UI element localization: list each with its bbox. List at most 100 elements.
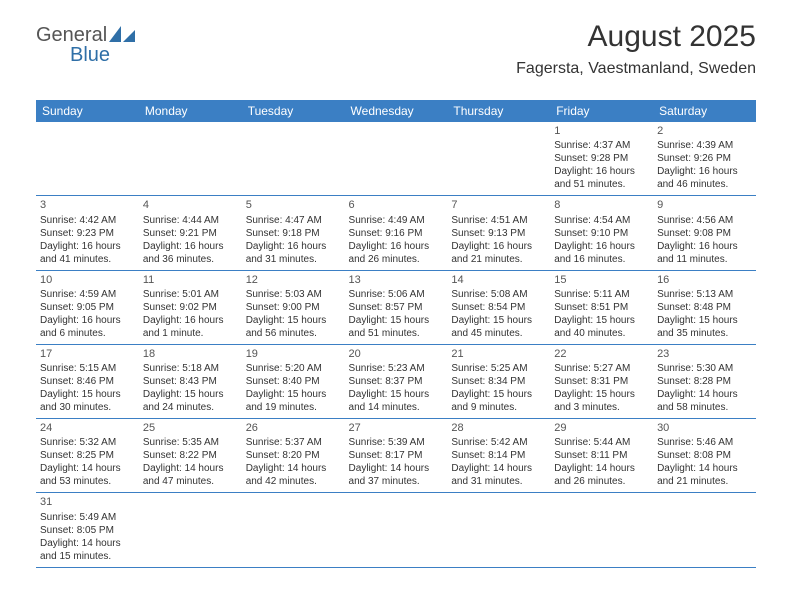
weekday-header: Tuesday bbox=[242, 100, 345, 122]
daylight-text: Daylight: 16 hours and 36 minutes. bbox=[143, 240, 238, 266]
calendar-cell: 14Sunrise: 5:08 AMSunset: 8:54 PMDayligh… bbox=[447, 270, 550, 344]
daylight-text: Daylight: 14 hours and 58 minutes. bbox=[657, 388, 752, 414]
sunset-text: Sunset: 8:34 PM bbox=[451, 375, 546, 388]
sunrise-text: Sunrise: 5:23 AM bbox=[349, 362, 444, 375]
calendar-row: 24Sunrise: 5:32 AMSunset: 8:25 PMDayligh… bbox=[36, 419, 756, 493]
sunrise-text: Sunrise: 5:49 AM bbox=[40, 511, 135, 524]
calendar-body: 1Sunrise: 4:37 AMSunset: 9:28 PMDaylight… bbox=[36, 122, 756, 567]
sunset-text: Sunset: 9:18 PM bbox=[246, 227, 341, 240]
calendar-cell: 15Sunrise: 5:11 AMSunset: 8:51 PMDayligh… bbox=[550, 270, 653, 344]
calendar-cell bbox=[345, 122, 448, 196]
calendar-cell: 27Sunrise: 5:39 AMSunset: 8:17 PMDayligh… bbox=[345, 419, 448, 493]
sunrise-text: Sunrise: 4:51 AM bbox=[451, 214, 546, 227]
day-number: 6 bbox=[349, 198, 444, 212]
sunset-text: Sunset: 8:28 PM bbox=[657, 375, 752, 388]
sunrise-text: Sunrise: 4:56 AM bbox=[657, 214, 752, 227]
calendar-cell: 1Sunrise: 4:37 AMSunset: 9:28 PMDaylight… bbox=[550, 122, 653, 196]
calendar-cell: 6Sunrise: 4:49 AMSunset: 9:16 PMDaylight… bbox=[345, 196, 448, 270]
day-number: 21 bbox=[451, 347, 546, 361]
sunset-text: Sunset: 9:21 PM bbox=[143, 227, 238, 240]
calendar-cell bbox=[550, 493, 653, 567]
sunset-text: Sunset: 9:13 PM bbox=[451, 227, 546, 240]
sunset-text: Sunset: 8:40 PM bbox=[246, 375, 341, 388]
sunrise-text: Sunrise: 5:20 AM bbox=[246, 362, 341, 375]
sunset-text: Sunset: 8:14 PM bbox=[451, 449, 546, 462]
day-number: 3 bbox=[40, 198, 135, 212]
daylight-text: Daylight: 15 hours and 14 minutes. bbox=[349, 388, 444, 414]
weekday-header: Thursday bbox=[447, 100, 550, 122]
calendar-cell bbox=[139, 493, 242, 567]
calendar-cell: 25Sunrise: 5:35 AMSunset: 8:22 PMDayligh… bbox=[139, 419, 242, 493]
sunrise-text: Sunrise: 4:47 AM bbox=[246, 214, 341, 227]
sunrise-text: Sunrise: 5:11 AM bbox=[554, 288, 649, 301]
daylight-text: Daylight: 15 hours and 45 minutes. bbox=[451, 314, 546, 340]
day-number: 29 bbox=[554, 421, 649, 435]
daylight-text: Daylight: 14 hours and 37 minutes. bbox=[349, 462, 444, 488]
weekday-header: Monday bbox=[139, 100, 242, 122]
calendar-cell: 16Sunrise: 5:13 AMSunset: 8:48 PMDayligh… bbox=[653, 270, 756, 344]
sunrise-text: Sunrise: 5:44 AM bbox=[554, 436, 649, 449]
day-number: 26 bbox=[246, 421, 341, 435]
daylight-text: Daylight: 15 hours and 35 minutes. bbox=[657, 314, 752, 340]
sunrise-text: Sunrise: 5:03 AM bbox=[246, 288, 341, 301]
sunset-text: Sunset: 9:02 PM bbox=[143, 301, 238, 314]
sunrise-text: Sunrise: 5:27 AM bbox=[554, 362, 649, 375]
daylight-text: Daylight: 15 hours and 56 minutes. bbox=[246, 314, 341, 340]
calendar-cell: 7 Sunrise: 4:51 AMSunset: 9:13 PMDaylight… bbox=[447, 196, 550, 270]
day-number: 7 bbox=[451, 198, 546, 212]
day-number: 15 bbox=[554, 273, 649, 287]
sunrise-text: Sunrise: 5:06 AM bbox=[349, 288, 444, 301]
calendar-cell: 17Sunrise: 5:15 AMSunset: 8:46 PMDayligh… bbox=[36, 344, 139, 418]
calendar-cell: 29Sunrise: 5:44 AMSunset: 8:11 PMDayligh… bbox=[550, 419, 653, 493]
calendar-cell bbox=[345, 493, 448, 567]
day-number: 12 bbox=[246, 273, 341, 287]
calendar-cell: 26Sunrise: 5:37 AMSunset: 8:20 PMDayligh… bbox=[242, 419, 345, 493]
daylight-text: Daylight: 14 hours and 26 minutes. bbox=[554, 462, 649, 488]
calendar-cell: 2Sunrise: 4:39 AMSunset: 9:26 PMDaylight… bbox=[653, 122, 756, 196]
daylight-text: Daylight: 15 hours and 51 minutes. bbox=[349, 314, 444, 340]
calendar-cell: 21Sunrise: 5:25 AMSunset: 8:34 PMDayligh… bbox=[447, 344, 550, 418]
daylight-text: Daylight: 16 hours and 21 minutes. bbox=[451, 240, 546, 266]
day-number: 24 bbox=[40, 421, 135, 435]
day-number: 28 bbox=[451, 421, 546, 435]
daylight-text: Daylight: 14 hours and 47 minutes. bbox=[143, 462, 238, 488]
sunrise-text: Sunrise: 4:54 AM bbox=[554, 214, 649, 227]
sunset-text: Sunset: 8:43 PM bbox=[143, 375, 238, 388]
daylight-text: Daylight: 14 hours and 15 minutes. bbox=[40, 537, 135, 563]
sunrise-text: Sunrise: 4:44 AM bbox=[143, 214, 238, 227]
calendar-row: 10Sunrise: 4:59 AMSunset: 9:05 PMDayligh… bbox=[36, 270, 756, 344]
sunrise-text: Sunrise: 4:59 AM bbox=[40, 288, 135, 301]
day-number: 31 bbox=[40, 495, 135, 509]
day-number: 17 bbox=[40, 347, 135, 361]
calendar-row: 1Sunrise: 4:37 AMSunset: 9:28 PMDaylight… bbox=[36, 122, 756, 196]
sunrise-text: Sunrise: 5:18 AM bbox=[143, 362, 238, 375]
calendar-cell bbox=[36, 122, 139, 196]
weekday-header-row: Sunday Monday Tuesday Wednesday Thursday… bbox=[36, 100, 756, 122]
daylight-text: Daylight: 16 hours and 1 minute. bbox=[143, 314, 238, 340]
calendar-cell: 3Sunrise: 4:42 AMSunset: 9:23 PMDaylight… bbox=[36, 196, 139, 270]
sunset-text: Sunset: 8:54 PM bbox=[451, 301, 546, 314]
day-number: 11 bbox=[143, 273, 238, 287]
weekday-header: Saturday bbox=[653, 100, 756, 122]
sunrise-text: Sunrise: 5:46 AM bbox=[657, 436, 752, 449]
daylight-text: Daylight: 16 hours and 41 minutes. bbox=[40, 240, 135, 266]
sail-icon bbox=[109, 26, 135, 42]
calendar-cell: 10Sunrise: 4:59 AMSunset: 9:05 PMDayligh… bbox=[36, 270, 139, 344]
calendar-cell bbox=[447, 122, 550, 196]
day-number: 14 bbox=[451, 273, 546, 287]
day-number: 27 bbox=[349, 421, 444, 435]
daylight-text: Daylight: 15 hours and 30 minutes. bbox=[40, 388, 135, 414]
sunset-text: Sunset: 9:23 PM bbox=[40, 227, 135, 240]
day-number: 20 bbox=[349, 347, 444, 361]
day-number: 8 bbox=[554, 198, 649, 212]
sunrise-text: Sunrise: 5:35 AM bbox=[143, 436, 238, 449]
sunset-text: Sunset: 9:16 PM bbox=[349, 227, 444, 240]
sunset-text: Sunset: 9:10 PM bbox=[554, 227, 649, 240]
sunrise-text: Sunrise: 5:15 AM bbox=[40, 362, 135, 375]
sunset-text: Sunset: 9:26 PM bbox=[657, 152, 752, 165]
calendar-cell: 11Sunrise: 5:01 AMSunset: 9:02 PMDayligh… bbox=[139, 270, 242, 344]
calendar-cell: 13Sunrise: 5:06 AMSunset: 8:57 PMDayligh… bbox=[345, 270, 448, 344]
daylight-text: Daylight: 16 hours and 51 minutes. bbox=[554, 165, 649, 191]
sunset-text: Sunset: 8:37 PM bbox=[349, 375, 444, 388]
daylight-text: Daylight: 16 hours and 46 minutes. bbox=[657, 165, 752, 191]
